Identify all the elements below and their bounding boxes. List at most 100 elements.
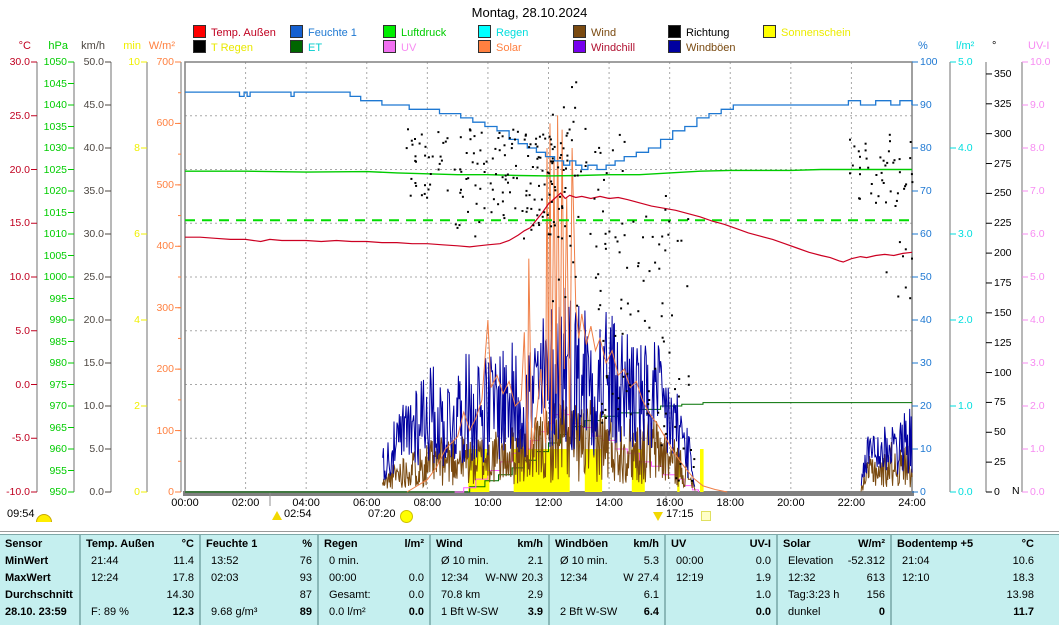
axis-unit-kmh: km/h <box>81 40 105 52</box>
stats-cell-label: Ø 10 min. <box>560 555 608 567</box>
stats-cell-row: 9.68 g/m³ 89 <box>206 606 312 623</box>
stats-group-unit: l/m² <box>404 538 424 550</box>
stats-cell-value: 93 <box>299 572 312 584</box>
legend-swatch-icon <box>478 40 491 53</box>
stats-cell-row: F: 89 % 12.3 <box>86 606 194 623</box>
stats-cell-label: 70.8 km <box>441 589 481 601</box>
stats-cell-label: 12:32 <box>788 572 816 584</box>
stats-cell-mid <box>930 572 1009 589</box>
stats-cell-label: 21:04 <box>902 555 930 567</box>
stats-cell-row: Ø 10 min. 5.3 <box>555 555 659 572</box>
time-label: 18:00 <box>716 497 745 509</box>
axis-tick-label: 5.0 <box>15 324 30 337</box>
legend-label: ET <box>308 42 323 54</box>
axis-tick-label: 275 <box>994 157 1012 170</box>
time-label: 10:00 <box>474 497 502 509</box>
axis-tick-label: 0 <box>920 486 926 498</box>
legend-label: Richtung <box>686 27 730 39</box>
legend-label: T Regen <box>211 42 253 54</box>
time-label: 24:00 <box>898 497 926 509</box>
stats-cell-mid: W <box>623 572 634 584</box>
legend-label: Luftdruck <box>401 27 447 39</box>
stats-cell-row: 13:52 76 <box>206 555 312 572</box>
axis-tick-label: 30.0 <box>9 56 30 68</box>
axis-tick-label: 10 <box>128 56 140 68</box>
axis-tick-label: 1030 <box>43 142 67 154</box>
axis-tick-label: 1040 <box>43 99 67 111</box>
legend-swatch-icon <box>573 40 586 53</box>
axis-tick-label: 0.0 <box>1030 486 1045 498</box>
axis-tick-label: 100 <box>920 56 938 68</box>
stats-cell-row: 0.0 l/m² 0.0 <box>324 606 424 623</box>
stats-cell-mid <box>239 555 296 572</box>
stats-group-unit: km/h <box>517 538 543 550</box>
axis-tick-label: -10.0 <box>6 486 30 498</box>
stats-cell-row: 14.30 <box>86 589 194 606</box>
stats-cell-row: 6.1 <box>555 589 659 606</box>
time-label: 22:00 <box>837 497 866 509</box>
stats-cell-mid <box>211 589 296 606</box>
stats-cell-value: 11.4 <box>173 555 194 567</box>
stats-group-unit: % <box>302 538 312 550</box>
legend-label: Temp. Außen <box>211 27 276 39</box>
stats-row-label: MaxWert <box>5 572 51 584</box>
stats-cell-row: 00:00 0.0 <box>324 572 424 589</box>
time-label: 16:00 <box>655 497 684 509</box>
axis-tick-label: 20 <box>920 400 932 412</box>
axis-tick-label: 990 <box>49 314 67 326</box>
stats-cell-value: 10.6 <box>1012 555 1034 567</box>
stats-row-label: MinWert <box>5 555 49 567</box>
stats-cell-mid <box>480 589 524 606</box>
axis-tick-label: 150 <box>994 306 1012 319</box>
axis-tick-label: 25 <box>994 456 1006 469</box>
stats-row-label: Sensor <box>5 538 43 550</box>
axis-unit-temp: °C <box>18 40 31 52</box>
legend-item: Richtung <box>668 25 730 39</box>
stats-group-name: Windböen <box>555 538 609 550</box>
legend-item: UV <box>383 40 416 54</box>
axis-unit-uvi: UV-I <box>1028 40 1050 52</box>
stats-group-name: Feuchte 1 <box>206 538 258 550</box>
legend-swatch-icon <box>668 25 681 38</box>
table-separator <box>0 531 1059 535</box>
stats-cell-mid <box>617 606 639 623</box>
stats-cell-label: 13:52 <box>211 555 239 567</box>
axis-tick-label: 100 <box>156 424 174 437</box>
stats-cell-mid <box>930 555 1009 572</box>
stats-group-solar: Solar W/m² Elevation -52.312 12:32 613 Tag:3:2… <box>776 535 890 625</box>
stats-group-unit: °C <box>1021 538 1034 550</box>
axis-tick-label: 70 <box>920 185 932 197</box>
stats-cell-mid <box>91 589 162 606</box>
axis-tick-label: 325 <box>994 97 1012 110</box>
stats-cell-row: 12:10 18.3 <box>897 572 1034 589</box>
stats-cell-mid <box>239 572 296 589</box>
stats-cell-label: 12:34 <box>441 572 469 584</box>
stats-cell-label: 00:00 <box>676 555 704 567</box>
stats-cell-label: Ø 10 min. <box>441 555 489 567</box>
stats-group-uv: UV UV-I 00:00 0.0 12:19 1.9 1.0 0.0 <box>664 535 776 625</box>
legend-swatch-icon <box>290 40 303 53</box>
axis-tick-label: 1045 <box>43 77 67 90</box>
legend-swatch-icon <box>383 25 396 38</box>
stats-cell-mid <box>366 606 405 623</box>
axis-tick-label: 100 <box>994 366 1012 379</box>
stats-cell-mid <box>839 589 862 606</box>
axis-tick-label: 30.0 <box>83 228 104 240</box>
axis-tick-label: 3.0 <box>958 228 973 240</box>
stats-group-name: Regen <box>324 538 358 550</box>
stats-cell-label: Tag:3:23 h <box>788 589 840 601</box>
stats-group-windb-en: Windböen km/h Ø 10 min. 5.3 12:34 W 27.4 6.1 2 B… <box>548 535 664 625</box>
sunset-square-icon <box>701 511 711 521</box>
stats-cell-value: -52.312 <box>847 555 885 567</box>
axis-tick-label: 0.0 <box>958 486 973 498</box>
moonset-time-label: 09:54 <box>7 508 35 520</box>
axis-tick-label: 175 <box>994 276 1012 289</box>
stats-cell-mid <box>704 555 752 572</box>
axis-tick-label: 50 <box>920 271 932 283</box>
axis-tick-label: 995 <box>49 292 67 305</box>
stats-cell-row: 70.8 km 2.9 <box>436 589 543 606</box>
axis-tick-label: 1020 <box>43 185 67 197</box>
stats-cell-label: 21:44 <box>91 555 119 567</box>
stats-group-name: UV <box>671 538 687 550</box>
axis-tick-label: 5.0 <box>89 443 104 455</box>
